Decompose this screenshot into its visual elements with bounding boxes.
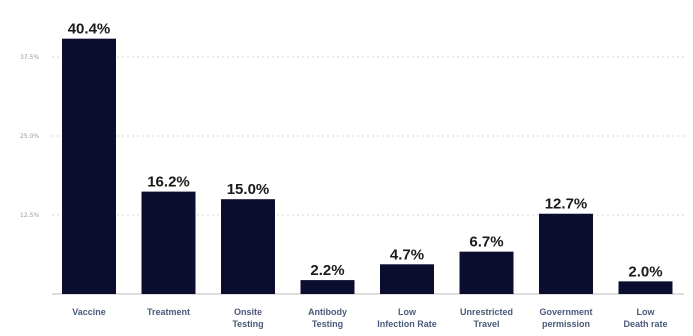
data-label: 12.7% xyxy=(545,196,588,213)
category-label: Treatment xyxy=(147,307,190,317)
category-label: Vaccine xyxy=(72,307,106,317)
category-label: Government xyxy=(539,307,592,317)
category-label: Low xyxy=(637,307,656,317)
category-labels: Vaccine Treatment Onsite Testing Antibody Tes… xyxy=(72,307,667,329)
bar xyxy=(459,251,514,294)
data-label: 16.2% xyxy=(147,174,190,191)
category-label: Travel xyxy=(473,319,499,329)
bar xyxy=(300,280,355,294)
bar xyxy=(380,264,434,294)
y-tick-label: 12.5% xyxy=(20,212,39,219)
bar xyxy=(141,191,196,294)
bar xyxy=(618,281,673,294)
bar xyxy=(221,199,275,294)
data-label: 4.7% xyxy=(390,246,424,263)
category-label: Onsite xyxy=(234,307,262,317)
category-label: Low xyxy=(398,307,417,317)
data-label: 40.4% xyxy=(68,21,111,38)
category-label: Unrestricted xyxy=(460,307,513,317)
bars xyxy=(62,38,673,295)
bar xyxy=(539,213,593,294)
category-label: permission xyxy=(542,319,590,329)
data-label: 6.7% xyxy=(469,234,503,251)
bar xyxy=(62,38,116,295)
category-label: Testing xyxy=(232,319,263,329)
y-tick-label: 37.5% xyxy=(20,54,39,61)
data-label: 2.0% xyxy=(628,263,662,280)
category-label: Antibody xyxy=(308,307,347,317)
category-label: Infection Rate xyxy=(377,319,437,329)
category-label: Testing xyxy=(312,319,343,329)
value-labels: 40.4% 16.2% 15.0% 2.2% 4.7% 6.7% 12.7% 2.0% xyxy=(68,21,663,281)
y-tick-label: 25.0% xyxy=(20,133,39,140)
category-label: Death rate xyxy=(623,319,667,329)
data-label: 2.2% xyxy=(310,262,344,279)
data-label: 15.0% xyxy=(227,181,270,198)
